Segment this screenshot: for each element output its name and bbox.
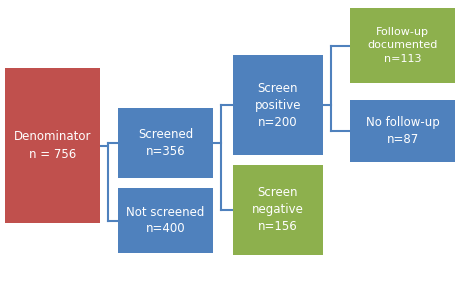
FancyBboxPatch shape: [118, 108, 213, 178]
Text: Not screened
n=400: Not screened n=400: [126, 206, 205, 236]
Text: Screened
n=356: Screened n=356: [138, 128, 193, 158]
Text: No follow-up
n=87: No follow-up n=87: [366, 116, 439, 146]
FancyBboxPatch shape: [233, 55, 323, 155]
FancyBboxPatch shape: [350, 100, 455, 162]
Text: Denominator
n = 756: Denominator n = 756: [14, 130, 91, 160]
Text: Screen
negative
n=156: Screen negative n=156: [252, 187, 304, 234]
FancyBboxPatch shape: [350, 8, 455, 83]
Text: Follow-up
documented
n=113: Follow-up documented n=113: [367, 27, 438, 64]
FancyBboxPatch shape: [5, 68, 100, 223]
FancyBboxPatch shape: [118, 188, 213, 253]
Text: Screen
positive
n=200: Screen positive n=200: [255, 82, 301, 128]
FancyBboxPatch shape: [233, 165, 323, 255]
